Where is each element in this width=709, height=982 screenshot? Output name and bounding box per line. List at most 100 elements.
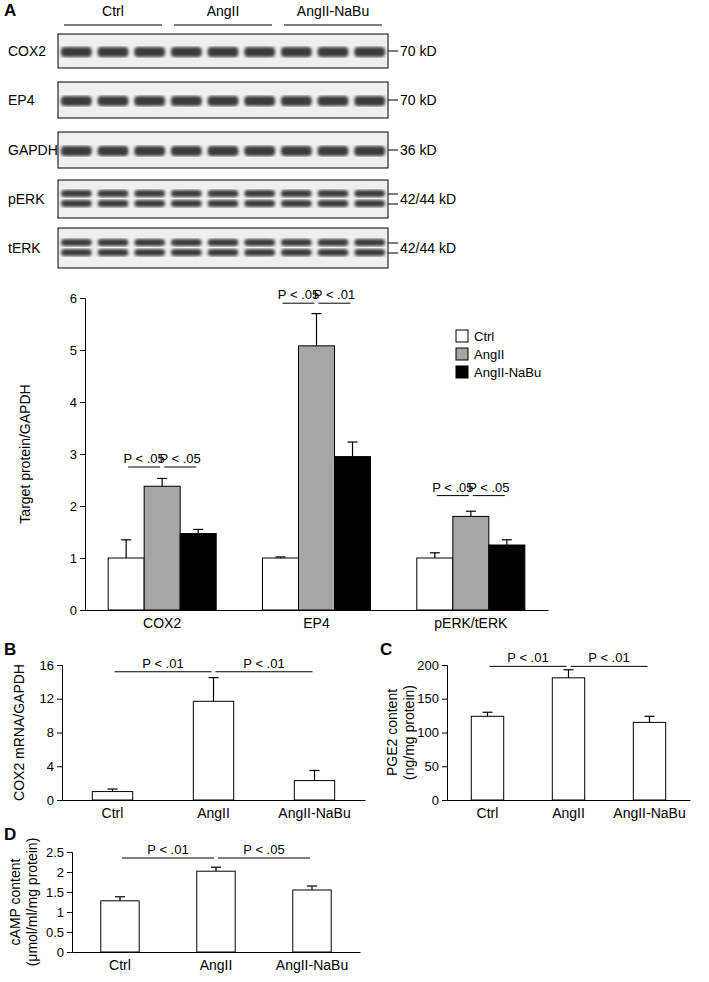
y-axis-title: Target protein/GAPDH [17, 384, 33, 523]
y-axis-title: (ng/mg protein) [401, 685, 417, 780]
x-axis: CtrlAngIIAngII-NaBu [73, 952, 361, 973]
significance-line [437, 495, 469, 496]
y-tick-mark [57, 766, 62, 767]
blot-band [98, 249, 129, 256]
significance-line [282, 303, 314, 304]
y-tick-mark [57, 699, 62, 700]
legend-label: AngII-NaBu [474, 365, 541, 380]
x-axis-line [448, 800, 691, 801]
blot-band [318, 239, 349, 246]
blot-band [98, 239, 129, 246]
y-tick: 2 [57, 865, 72, 880]
error-bar [645, 716, 655, 722]
y-tick-mark [57, 733, 62, 734]
blot-band [171, 96, 202, 106]
blot-band [134, 200, 165, 207]
y-tick-label: 2 [57, 865, 64, 880]
y-tick-mark [80, 506, 85, 507]
error-bar [121, 540, 131, 558]
x-axis: CtrlAngIIAngII-NaBu [448, 800, 691, 821]
y-tick: 12 [40, 691, 62, 706]
bar [101, 901, 139, 952]
x-tick-label: AngII-NaBu [278, 805, 350, 821]
bar [489, 545, 525, 610]
error-stem [352, 442, 353, 457]
legend-swatch [456, 348, 468, 360]
x-tick: AngII [552, 800, 585, 821]
y-tick-label: 200 [417, 658, 439, 673]
error-stem [568, 670, 569, 678]
blot-band [354, 200, 385, 207]
blot-band [61, 190, 92, 197]
error-stem [434, 553, 435, 558]
y-axis-title: cAMP content [7, 858, 23, 945]
y-tick-label: 4 [70, 395, 77, 410]
blot-band [318, 249, 349, 256]
size-label: 42/44 kD [400, 191, 456, 207]
lane-label: Ctrl [102, 3, 124, 19]
blot-band [244, 190, 275, 197]
blot-band [171, 47, 202, 57]
y-tick-mark [442, 800, 447, 801]
size-label: 70 kD [400, 43, 437, 59]
blot-band [61, 47, 92, 57]
blot-band [208, 200, 239, 207]
error-bar [275, 557, 285, 558]
error-stem [470, 511, 471, 516]
error-stem [316, 314, 317, 346]
x-axis-line [73, 952, 361, 953]
blot-band [134, 190, 165, 197]
y-tick-label: 4 [47, 759, 54, 774]
y-tick-mark [67, 932, 72, 933]
error-bar [193, 529, 203, 533]
blot-band [244, 200, 275, 207]
error-cap [193, 529, 203, 530]
significance-label: P < .05 [243, 842, 284, 857]
size-label: 42/44 kD [400, 240, 456, 256]
error-cap [211, 867, 221, 868]
blot-band [281, 146, 312, 156]
y-axis-line [80, 299, 86, 611]
error-stem [649, 716, 650, 722]
y-tick-label: 1 [70, 551, 77, 566]
blot-band [171, 146, 202, 156]
y-tick-mark [442, 665, 447, 666]
y-tick: 3 [70, 447, 85, 462]
blot-band [98, 146, 129, 156]
x-axis-line [86, 610, 549, 611]
bar-chart: D00.511.522.5CtrlAngIIAngII-NaBucAMP con… [4, 825, 361, 973]
bar [552, 678, 584, 800]
y-tick-mark [80, 350, 85, 351]
y-tick-label: 3 [70, 447, 77, 462]
blot-band [171, 249, 202, 256]
blot-band [134, 239, 165, 246]
y-tick-label: 6 [70, 291, 77, 306]
error-stem [314, 770, 315, 780]
error-cap [430, 552, 440, 553]
error-cap [307, 885, 317, 886]
y-tick-mark [80, 454, 85, 455]
y-axis-title: PGE2 content [384, 689, 400, 776]
y-tick: 0 [70, 603, 85, 618]
significance-line [164, 467, 196, 468]
y-tick-label: 2 [70, 499, 77, 514]
x-tick: AngII-NaBu [278, 800, 350, 821]
blot-band [134, 146, 165, 156]
error-bar [307, 886, 317, 890]
error-stem [162, 478, 163, 486]
legend-swatch [456, 366, 468, 378]
y-tick-label: 1 [57, 905, 64, 920]
y-tick-mark [80, 298, 85, 299]
blot-band [98, 200, 129, 207]
significance-line [218, 858, 310, 859]
y-tick-mark [442, 733, 447, 734]
error-stem [198, 529, 199, 533]
x-tick-label: Ctrl [109, 957, 131, 973]
blot-band [244, 249, 275, 256]
y-tick-mark [67, 852, 72, 853]
blot-band [318, 146, 349, 156]
blot-band [98, 96, 129, 106]
row-label: pERK [8, 191, 45, 207]
error-bar [564, 670, 574, 678]
y-tick-mark [80, 402, 85, 403]
